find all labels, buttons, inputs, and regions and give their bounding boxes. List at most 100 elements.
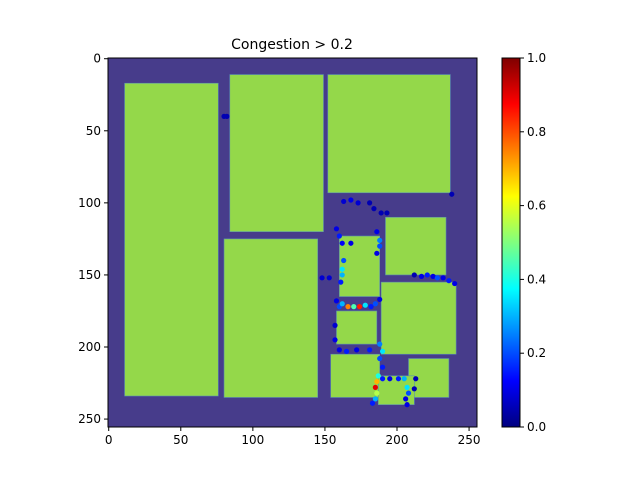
congestion-point: [430, 273, 436, 279]
congestion-point: [379, 348, 386, 354]
colorbar-tick-label: 1.0: [527, 51, 546, 65]
congestion-point: [339, 266, 345, 272]
y-tick-label: 250: [78, 412, 101, 426]
chart-title: Congestion > 0.2: [231, 37, 353, 53]
congestion-point: [374, 229, 380, 235]
congestion-point: [339, 272, 345, 278]
congestion-point: [404, 402, 410, 408]
congestion-point: [434, 275, 440, 281]
congestion-points: [221, 113, 458, 408]
macro-block: [327, 74, 451, 194]
congestion-point: [452, 280, 458, 287]
congestion-point: [356, 304, 363, 310]
congestion-point: [336, 347, 342, 353]
congestion-point: [332, 337, 338, 343]
macro-blocks: [124, 74, 457, 405]
congestion-point: [354, 347, 360, 353]
congestion-point: [377, 243, 383, 249]
congestion-point: [377, 355, 383, 362]
colorbar-tick-label: 0.0: [527, 420, 546, 434]
congestion-point: [378, 210, 384, 216]
colorbar: 0.0 0.2 0.4 0.6 0.8 1.0: [501, 51, 546, 434]
congestion-point: [379, 376, 386, 382]
x-tick-label: 0: [105, 433, 113, 447]
congestion-point: [332, 322, 338, 328]
congestion-point: [355, 200, 361, 206]
y-tick-label: 150: [78, 268, 101, 282]
plot-area: [107, 57, 478, 428]
congestion-point: [387, 376, 393, 382]
congestion-point: [377, 237, 383, 243]
macro-block: [339, 235, 381, 297]
congestion-point: [413, 376, 419, 382]
congestion-point: [375, 373, 381, 379]
congestion-point: [418, 273, 425, 279]
congestion-point: [377, 341, 383, 347]
congestion-point: [369, 400, 376, 406]
x-tick-label: 150: [313, 433, 336, 447]
congestion-point: [379, 364, 386, 370]
x-tick-label: 250: [458, 433, 481, 447]
congestion-point: [371, 206, 377, 212]
congestion-point: [333, 226, 340, 232]
congestion-point: [341, 257, 347, 264]
x-tick-label: 200: [386, 433, 409, 447]
congestion-point: [411, 386, 417, 392]
congestion-point: [224, 113, 230, 119]
colorbar-ticks: 0.0 0.2 0.4 0.6 0.8 1.0: [520, 51, 546, 434]
congestion-point: [449, 191, 455, 197]
congestion-point: [368, 304, 374, 310]
macro-block: [330, 353, 381, 398]
y-tick-label: 200: [78, 340, 101, 354]
congestion-point: [446, 278, 452, 284]
x-tick-label: 50: [173, 433, 188, 447]
x-tick-label: 100: [241, 433, 264, 447]
congestion-point: [326, 275, 332, 281]
congestion-point: [403, 396, 409, 402]
colorbar-tick-label: 0.6: [527, 199, 546, 213]
congestion-point: [374, 378, 380, 385]
y-tick-label: 50: [86, 124, 101, 138]
congestion-point: [404, 384, 410, 390]
congestion-point: [367, 347, 373, 353]
congestion-point: [372, 396, 378, 402]
congestion-point: [341, 198, 347, 205]
congestion-point: [374, 250, 380, 256]
congestion-point: [372, 384, 378, 390]
congestion-point: [345, 304, 351, 310]
y-tick-label: 0: [93, 52, 101, 66]
congestion-point: [395, 376, 402, 382]
congestion-point: [424, 272, 430, 278]
congestion-point: [384, 210, 390, 216]
congestion-point: [411, 272, 417, 278]
macro-block: [380, 281, 457, 355]
congestion-point: [339, 301, 345, 307]
colorbar-tick-label: 0.8: [527, 125, 546, 139]
congestion-point: [336, 233, 342, 239]
macro-block: [385, 216, 447, 276]
congestion-point: [343, 348, 350, 354]
congestion-point: [319, 275, 325, 281]
colorbar-tick-label: 0.2: [527, 346, 546, 360]
congestion-point: [367, 200, 373, 206]
colorbar-tick-label: 0.4: [527, 272, 546, 286]
y-axis: 0 50 100 150 200 250: [78, 52, 108, 426]
congestion-point: [339, 240, 345, 246]
congestion-point: [348, 240, 354, 246]
congestion-point: [377, 296, 383, 303]
x-axis: 0 50 100 150 200 250: [105, 427, 481, 447]
congestion-point: [405, 390, 412, 396]
congestion-point: [362, 302, 368, 308]
congestion-point: [440, 275, 446, 281]
congestion-point: [374, 390, 380, 396]
congestion-point: [372, 301, 378, 307]
congestion-point: [333, 298, 340, 304]
plot-frame: [107, 57, 478, 428]
y-tick-label: 100: [78, 196, 101, 210]
macro-block: [124, 82, 219, 397]
congestion-point: [401, 376, 407, 382]
macro-block: [336, 310, 378, 345]
macro-block: [223, 238, 319, 398]
